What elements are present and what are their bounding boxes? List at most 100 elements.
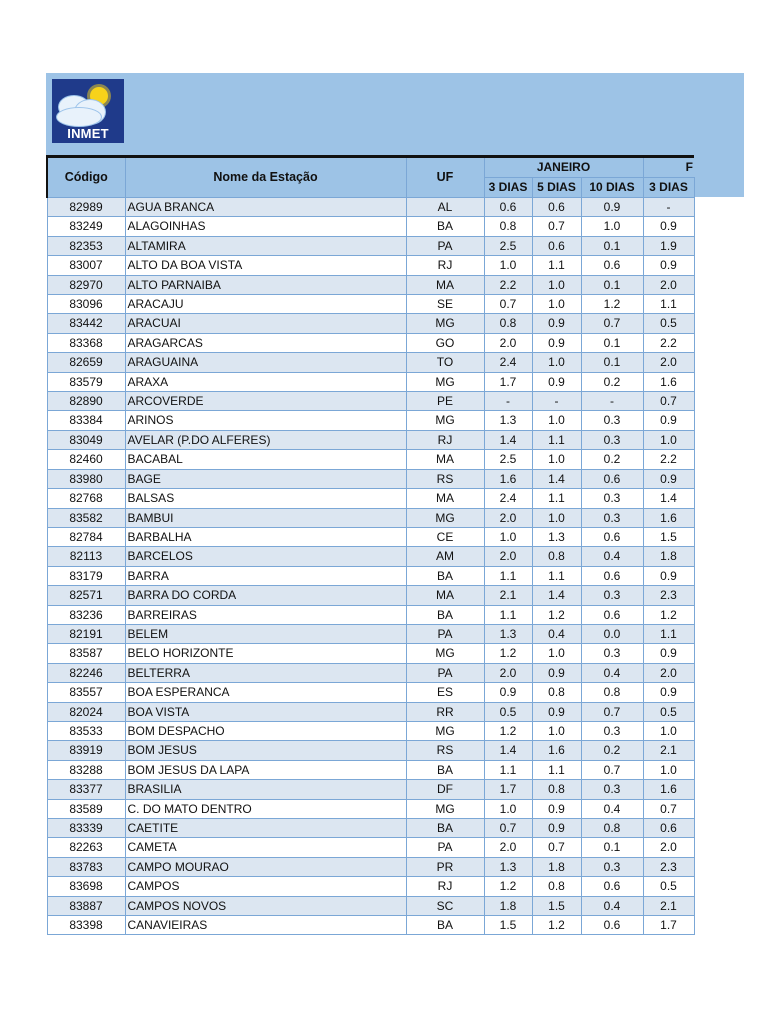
- cell-uf: PA: [405, 235, 485, 257]
- cell-jan-5-dias: 0.8: [531, 682, 582, 703]
- cell-uf: RS: [405, 740, 485, 761]
- table-row: 83579 ARAXA MG 1.7 0.9 0.2 1.6: [46, 371, 695, 393]
- cell-next-3-dias: 0.7: [642, 798, 695, 820]
- cell-uf: AL: [405, 196, 485, 218]
- cell-jan-10-dias: 0.2: [580, 371, 644, 393]
- cell-jan-3-dias: 2.4: [483, 352, 533, 373]
- cell-jan-5-dias: 0.9: [531, 313, 582, 334]
- cell-next-3-dias: 2.2: [642, 332, 695, 354]
- cell-uf: MG: [405, 798, 485, 820]
- header-uf: UF: [405, 155, 485, 198]
- table-row: 82890 ARCOVERDE PE - - -0.7: [46, 391, 695, 412]
- cell-jan-10-dias: 0.3: [580, 429, 644, 451]
- cell-jan-3-dias: 1.7: [483, 371, 533, 393]
- cell-station-name: BARREIRAS: [124, 604, 407, 625]
- cell-next-3-dias: 2.3: [642, 856, 695, 878]
- cell-jan-10-dias: 0.3: [580, 410, 644, 431]
- cell-station-name: BRASILIA: [124, 779, 407, 800]
- cell-jan-3-dias: 1.8: [483, 895, 533, 917]
- cell-station-name: C. DO MATO DENTRO: [124, 798, 407, 820]
- cell-jan-10-dias: 0.6: [580, 526, 644, 548]
- cell-jan-5-dias: 1.1: [531, 565, 582, 587]
- cell-code: 82768: [46, 488, 126, 509]
- table-row: 83179 BARRA BA 1.1 1.1 0.6 0.9: [46, 565, 695, 587]
- cell-jan-10-dias: 0.4: [580, 546, 644, 567]
- table-row: 83442 ARACUAI MG 0.8 0.9 0.7 0.5: [46, 313, 695, 334]
- cell-code: 83377: [46, 779, 126, 800]
- cell-next-3-dias: 0.5: [642, 313, 695, 334]
- cell-jan-5-dias: 0.7: [531, 216, 582, 237]
- cell-station-name: BACABAL: [124, 449, 407, 470]
- cell-jan-5-dias: 1.2: [531, 915, 582, 936]
- cell-jan-3-dias: 0.6: [483, 196, 533, 218]
- cell-next-3-dias: 2.1: [642, 895, 695, 917]
- forecast-table: Código Nome da Estação UF JANEIRO F 3 DI…: [46, 155, 695, 936]
- header-month-next: F: [642, 155, 694, 178]
- cell-jan-5-dias: 1.1: [531, 759, 582, 781]
- cell-jan-3-dias: 0.9: [483, 682, 533, 703]
- cell-uf: MA: [405, 274, 485, 296]
- cell-next-3-dias: 0.9: [642, 468, 695, 490]
- cell-next-3-dias: 2.0: [642, 662, 695, 684]
- cell-jan-5-dias: 1.0: [531, 720, 582, 742]
- cell-jan-5-dias: 0.6: [531, 235, 582, 257]
- cell-next-3-dias: 1.9: [642, 235, 695, 257]
- cell-uf: BA: [405, 604, 485, 625]
- cell-uf: MG: [405, 643, 485, 664]
- cell-uf: MG: [405, 313, 485, 334]
- cell-code: 82571: [46, 585, 126, 606]
- header-month-janeiro: JANEIRO: [483, 155, 644, 178]
- cell-jan-10-dias: 0.6: [580, 565, 644, 587]
- table-row: 82263 CAMETA PA 2.0 0.7 0.1 2.0: [46, 837, 695, 858]
- cell-uf: ES: [405, 682, 485, 703]
- cell-jan-10-dias: 0.8: [580, 817, 644, 839]
- cell-next-3-dias: 0.9: [642, 565, 695, 587]
- cell-station-name: CAMPOS: [124, 876, 407, 897]
- cloud-icon: [56, 107, 102, 127]
- cell-jan-5-dias: 1.3: [531, 526, 582, 548]
- table-row: 82768 BALSAS MA 2.4 1.1 0.3 1.4: [46, 488, 695, 509]
- logo-text: INMET: [67, 126, 109, 141]
- cell-station-name: ALAGOINHAS: [124, 216, 407, 237]
- cell-jan-10-dias: 0.3: [580, 643, 644, 664]
- cell-code: 83007: [46, 255, 126, 276]
- cell-uf: BA: [405, 565, 485, 587]
- cell-station-name: ARINOS: [124, 410, 407, 431]
- cell-jan-5-dias: 1.4: [531, 468, 582, 490]
- cell-jan-5-dias: 1.2: [531, 604, 582, 625]
- cell-jan-10-dias: -: [580, 391, 644, 412]
- cell-station-name: CAMPOS NOVOS: [124, 895, 407, 917]
- cell-uf: MG: [405, 507, 485, 528]
- header-5-dias: 5 DIAS: [531, 177, 582, 198]
- cell-jan-10-dias: 0.8: [580, 682, 644, 703]
- cell-uf: MG: [405, 720, 485, 742]
- cell-code: 82890: [46, 391, 126, 412]
- cell-jan-10-dias: 0.4: [580, 895, 644, 917]
- cell-code: 83980: [46, 468, 126, 490]
- cell-code: 83579: [46, 371, 126, 393]
- cell-jan-10-dias: 0.6: [580, 915, 644, 936]
- cell-jan-3-dias: 1.1: [483, 759, 533, 781]
- cell-code: 83384: [46, 410, 126, 431]
- cell-code: 83442: [46, 313, 126, 334]
- cell-code: 83339: [46, 817, 126, 839]
- cell-jan-10-dias: 0.2: [580, 740, 644, 761]
- cell-code: 83533: [46, 720, 126, 742]
- cell-jan-10-dias: 0.6: [580, 468, 644, 490]
- table-row: 83919 BOM JESUS RS 1.4 1.6 0.2 2.1: [46, 740, 695, 761]
- header-code: Código: [46, 155, 126, 198]
- cell-uf: SE: [405, 294, 485, 315]
- cell-next-3-dias: 1.0: [642, 759, 695, 781]
- table-row: 83398 CANAVIEIRAS BA 1.5 1.2 0.6 1.7: [46, 915, 695, 936]
- cell-next-3-dias: 0.5: [642, 876, 695, 897]
- cell-code: 83096: [46, 294, 126, 315]
- cell-jan-3-dias: -: [483, 391, 533, 412]
- cell-jan-10-dias: 0.1: [580, 274, 644, 296]
- cell-jan-3-dias: 1.0: [483, 798, 533, 820]
- table-row: 83007 ALTO DA BOA VISTA RJ 1.0 1.1 0.6 0.9: [46, 255, 695, 276]
- table-row: 83533 BOM DESPACHO MG 1.2 1.0 0.3 1.0: [46, 720, 695, 742]
- cell-uf: MA: [405, 488, 485, 509]
- cell-jan-5-dias: 1.0: [531, 352, 582, 373]
- table-row: 83887 CAMPOS NOVOS SC 1.8 1.5 0.4 2.1: [46, 895, 695, 917]
- cell-uf: MG: [405, 410, 485, 431]
